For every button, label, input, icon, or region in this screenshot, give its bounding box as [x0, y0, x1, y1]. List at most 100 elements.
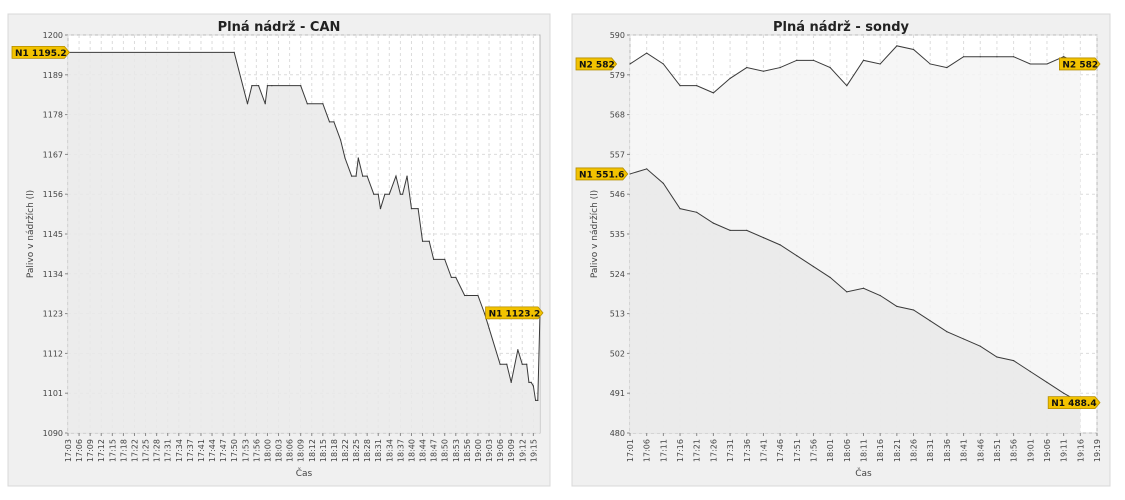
data-point: [629, 173, 631, 175]
data-point: [829, 276, 831, 279]
data-point: [351, 175, 353, 177]
data-point: [455, 276, 457, 279]
data-point: [322, 103, 324, 105]
data-point: [344, 157, 346, 159]
x-tick-label: 19:19: [1093, 439, 1102, 462]
data-point: [428, 240, 430, 242]
data-point: [395, 175, 397, 177]
value-tag: [11, 45, 70, 59]
x-tick-label: 17:06: [75, 439, 84, 462]
data-point: [257, 85, 260, 87]
x-tick-label: 17:28: [153, 439, 162, 462]
series-line: [629, 168, 1081, 404]
data-point: [962, 56, 965, 58]
data-point: [762, 70, 765, 72]
x-tick-label: 18:34: [385, 439, 394, 462]
chart-title: Plná nádrž - sondy: [773, 20, 910, 35]
x-tick-label: 17:37: [186, 439, 195, 462]
data-point: [979, 56, 981, 58]
x-tick-label: 18:26: [910, 439, 919, 462]
x-tick-label: 17:09: [86, 439, 95, 462]
y-tick-label: 568: [610, 111, 625, 120]
x-axis-label: Čas: [296, 467, 313, 479]
data-point: [879, 63, 881, 65]
y-tick-label: 590: [610, 31, 625, 40]
data-point: [417, 208, 419, 210]
x-tick-label: 18:09: [297, 439, 306, 462]
data-point: [1013, 360, 1015, 362]
data-point: [896, 305, 898, 307]
data-point: [402, 193, 404, 195]
data-point: [266, 85, 269, 87]
value-tag: [1047, 396, 1101, 410]
x-tick-label: 17:22: [130, 439, 139, 462]
data-point: [444, 258, 446, 260]
x-tick-label: 18:31: [926, 439, 935, 462]
x-tick-label: 18:56: [463, 439, 472, 462]
data-point: [829, 66, 831, 69]
data-point: [373, 193, 375, 195]
x-tick-label: 18:28: [363, 439, 372, 462]
data-point: [646, 168, 648, 170]
x-tick-label: 17:41: [759, 439, 768, 462]
x-tick-label: 17:01: [626, 439, 635, 462]
x-tick-label: 18:41: [960, 439, 969, 462]
y-tick-label: 1123: [43, 310, 63, 319]
x-tick-label: 18:22: [341, 439, 350, 462]
x-tick-label: 18:03: [275, 439, 284, 462]
x-tick-label: 18:01: [826, 439, 835, 462]
x-tick-label: 19:00: [474, 439, 483, 462]
x-tick-label: 17:31: [164, 439, 173, 462]
data-point: [499, 363, 501, 365]
y-tick-label: 1189: [43, 71, 63, 80]
data-point: [433, 258, 435, 260]
x-tick-label: 18:46: [976, 439, 985, 462]
data-point: [896, 45, 898, 47]
data-point: [629, 63, 631, 65]
x-tick-label: 17:16: [676, 439, 685, 462]
x-tick-label: 19:06: [496, 439, 505, 462]
x-tick-label: 18:00: [263, 439, 272, 462]
data-point: [534, 399, 537, 402]
data-point: [929, 63, 931, 65]
y-tick-label: 1145: [43, 230, 63, 239]
data-point: [399, 193, 401, 195]
y-tick-label: 579: [610, 71, 625, 80]
value-tag: [485, 306, 544, 320]
data-point: [1029, 370, 1031, 373]
data-point: [530, 381, 532, 383]
data-point: [929, 320, 931, 322]
x-tick-label: 18:15: [319, 439, 328, 462]
x-tick-label: 19:03: [485, 439, 494, 462]
x-tick-label: 18:16: [876, 439, 885, 462]
data-point: [862, 59, 865, 61]
x-tick-label: 18:51: [993, 439, 1002, 462]
data-point: [696, 85, 698, 87]
x-tick-label: 18:53: [452, 439, 461, 462]
x-tick-label: 17:34: [175, 439, 184, 462]
data-point: [537, 399, 539, 402]
x-tick-label: 18:50: [441, 439, 450, 462]
x-tick-label: 17:44: [208, 439, 217, 462]
x-tick-label: 18:06: [843, 439, 852, 462]
x-tick-label: 18:06: [286, 439, 295, 462]
y-tick-label: 1156: [43, 190, 63, 199]
x-tick-label: 18:44: [419, 439, 428, 462]
x-tick-label: 18:56: [1010, 439, 1019, 462]
data-point: [450, 276, 452, 279]
data-point: [879, 294, 881, 297]
x-tick-label: 17:46: [776, 439, 785, 462]
data-point: [979, 345, 981, 347]
data-point: [466, 294, 468, 297]
x-tick-label: 18:18: [330, 439, 339, 462]
data-point: [510, 381, 512, 383]
y-tick-label: 1200: [43, 31, 63, 40]
data-point: [946, 66, 948, 69]
data-point: [1029, 63, 1031, 65]
y-tick-label: 557: [610, 150, 625, 159]
data-point: [366, 175, 368, 177]
y-tick-label: 513: [610, 310, 625, 319]
data-point: [662, 63, 664, 65]
y-tick-label: 1167: [43, 150, 63, 159]
value-tag: [575, 167, 629, 181]
